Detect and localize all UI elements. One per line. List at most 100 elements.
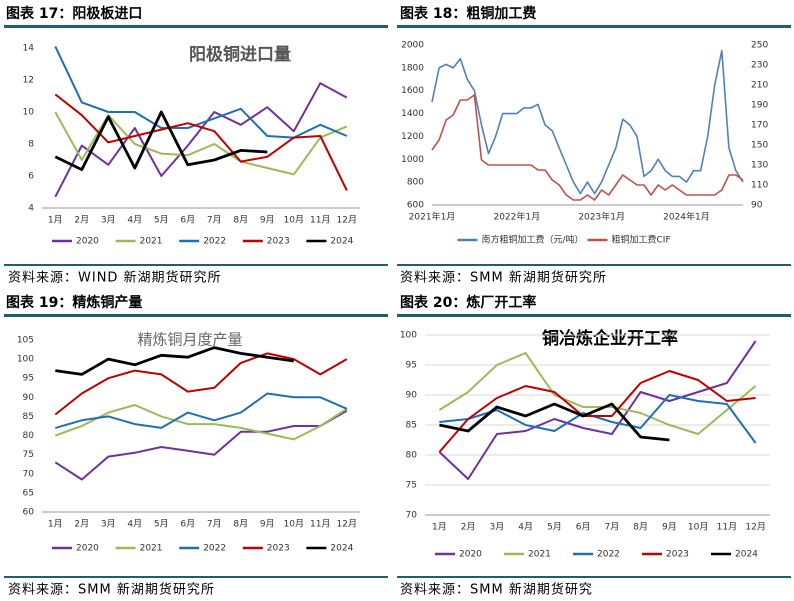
y-tick-label: 600 bbox=[407, 201, 424, 211]
legend-label: 粗铜加工费CIF bbox=[612, 234, 671, 246]
y2-tick-label: 250 bbox=[751, 41, 768, 51]
x-tick-label: 2月 bbox=[74, 519, 89, 530]
y-tick-label: 90 bbox=[406, 391, 418, 401]
x-tick-label: 2024年1月 bbox=[663, 211, 710, 223]
y-tick-label: 105 bbox=[17, 336, 34, 346]
x-tick-label: 2月 bbox=[461, 522, 476, 533]
source: 资料来源：SMM 新湖期货研究所 bbox=[8, 582, 215, 598]
x-tick-label: 9月 bbox=[662, 522, 677, 533]
y2-tick-label: 110 bbox=[751, 181, 768, 191]
y-tick-label: 1400 bbox=[401, 109, 424, 119]
x-tick-label: 7月 bbox=[605, 522, 620, 533]
y-tick-label: 75 bbox=[406, 481, 417, 491]
source-rule bbox=[4, 576, 388, 578]
y-tick-label: 1600 bbox=[401, 86, 424, 96]
x-tick-label: 1月 bbox=[432, 522, 447, 533]
x-tick-label: 2021年1月 bbox=[409, 211, 456, 223]
x-tick-label: 10月 bbox=[284, 215, 304, 226]
y-tick-label: 90 bbox=[23, 393, 35, 403]
y2-tick-label: 210 bbox=[751, 81, 768, 91]
x-tick-label: 8月 bbox=[633, 522, 648, 533]
series-line bbox=[54, 110, 268, 171]
series-line bbox=[54, 352, 348, 416]
legend-label: 2022 bbox=[597, 550, 620, 560]
y-tick-label: 6 bbox=[28, 172, 34, 182]
x-tick-label: 5月 bbox=[154, 519, 169, 530]
caption-rule bbox=[397, 25, 791, 28]
x-tick-label: 3月 bbox=[490, 522, 505, 533]
x-tick-label: 8月 bbox=[233, 519, 248, 530]
series-line bbox=[55, 346, 294, 376]
legend-label: 2023 bbox=[267, 237, 290, 247]
y2-tick-label: 230 bbox=[751, 61, 768, 71]
source: 资料来源：SMM 新湖期货研究所 bbox=[400, 270, 607, 286]
y-tick-label: 70 bbox=[406, 511, 418, 521]
x-tick-label: 9月 bbox=[260, 215, 275, 226]
source-rule bbox=[397, 576, 791, 578]
series-line bbox=[431, 94, 744, 201]
series-line bbox=[439, 402, 670, 442]
x-tick-label: 7月 bbox=[207, 519, 222, 530]
chart-title: 精炼铜月度产量 bbox=[137, 331, 242, 349]
y-tick-label: 2000 bbox=[401, 41, 424, 51]
x-tick-label: 5月 bbox=[547, 522, 562, 533]
legend-label: 2021 bbox=[140, 237, 163, 247]
y2-tick-label: 90 bbox=[751, 201, 763, 211]
caption-rule bbox=[397, 314, 791, 317]
y-tick-label: 60 bbox=[23, 508, 35, 518]
x-tick-label: 10月 bbox=[688, 522, 708, 533]
x-tick-label: 12月 bbox=[337, 519, 357, 530]
series-line bbox=[54, 93, 348, 191]
caption-rule bbox=[4, 314, 388, 317]
y-tick-label: 4 bbox=[28, 204, 34, 214]
y-tick-label: 70 bbox=[23, 469, 35, 479]
series-line bbox=[55, 392, 348, 429]
legend-label: 2024 bbox=[330, 237, 353, 247]
series-line bbox=[438, 370, 756, 453]
caption: 图表 17：阳极板进口 bbox=[6, 5, 142, 22]
y-tick-label: 8 bbox=[28, 140, 34, 150]
legend-label: 2022 bbox=[203, 544, 226, 554]
caption: 图表 18：粗铜加工费 bbox=[400, 5, 536, 22]
legend-label: 2021 bbox=[528, 550, 551, 560]
y-tick-label: 95 bbox=[23, 374, 34, 384]
x-tick-label: 10月 bbox=[284, 519, 304, 530]
y-tick-label: 80 bbox=[23, 431, 35, 441]
y-tick-label: 95 bbox=[406, 361, 417, 371]
y-tick-label: 1800 bbox=[401, 63, 424, 73]
legend-label: 南方粗铜加工费（元/吨） bbox=[482, 234, 584, 246]
y-tick-label: 10 bbox=[23, 108, 35, 118]
y-tick-label: 65 bbox=[23, 488, 34, 498]
series-line bbox=[431, 49, 744, 195]
legend-label: 2022 bbox=[203, 237, 226, 247]
y-tick-label: 800 bbox=[407, 178, 424, 188]
x-tick-label: 1月 bbox=[48, 215, 63, 226]
legend-label: 2024 bbox=[735, 550, 758, 560]
caption: 图表 19：精炼铜产量 bbox=[6, 294, 142, 311]
source: 资料来源：WIND 新湖期货研究所 bbox=[8, 270, 222, 286]
x-tick-label: 3月 bbox=[101, 519, 116, 530]
legend-label: 2020 bbox=[76, 237, 99, 247]
series-line bbox=[54, 409, 348, 481]
x-tick-label: 2月 bbox=[74, 215, 89, 226]
source: 资料来源：SMM 新湖期货研究 bbox=[400, 582, 593, 598]
y2-tick-label: 190 bbox=[751, 101, 768, 111]
x-tick-label: 1月 bbox=[48, 519, 63, 530]
y-tick-label: 100 bbox=[17, 355, 34, 365]
series-line bbox=[438, 340, 757, 480]
legend-label: 2021 bbox=[140, 544, 163, 554]
legend-label: 2023 bbox=[666, 550, 689, 560]
y-tick-label: 80 bbox=[406, 451, 418, 461]
x-tick-label: 5月 bbox=[154, 215, 169, 226]
series-line bbox=[54, 82, 348, 198]
x-tick-label: 7月 bbox=[207, 215, 222, 226]
x-tick-label: 11月 bbox=[717, 522, 737, 533]
series-line bbox=[54, 404, 348, 441]
x-tick-label: 2022年1月 bbox=[493, 211, 540, 223]
series-line bbox=[54, 45, 348, 139]
legend-label: 2023 bbox=[267, 544, 290, 554]
x-tick-label: 12月 bbox=[337, 215, 357, 226]
y2-tick-label: 150 bbox=[751, 141, 768, 151]
y-tick-label: 75 bbox=[23, 450, 34, 460]
